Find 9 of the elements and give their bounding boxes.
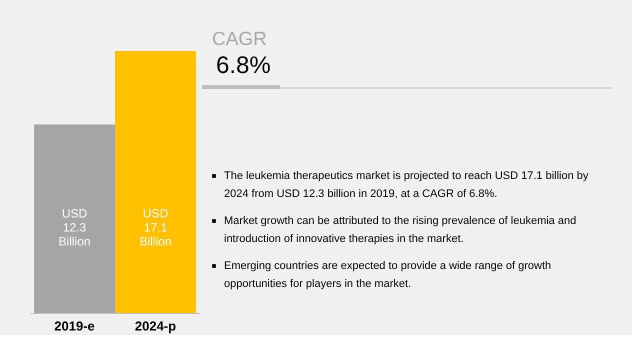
text: 6.8% — [216, 52, 271, 79]
data-label: USD 17.1 Billion — [139, 206, 172, 248]
text: CAGR — [212, 29, 267, 50]
text: Market growth can be attributed to the rising prevalence of leukemia and introduction of innovative therapies in the market. — [224, 215, 576, 245]
text: Emerging countries are expected to provide a wide range of growth opportunities for players in the market. — [224, 260, 552, 290]
x-tick-label: 2019-e — [54, 318, 95, 334]
data-label: USD 12.3 Billion — [58, 206, 91, 248]
x-tick-label: 2024-p — [134, 318, 176, 334]
text: The leukemia therapeutics market is projected to reach USD 17.1 billion by 2024 from USD 12.3 billion in 2019, at a CAGR of 6.8%. — [224, 170, 589, 200]
